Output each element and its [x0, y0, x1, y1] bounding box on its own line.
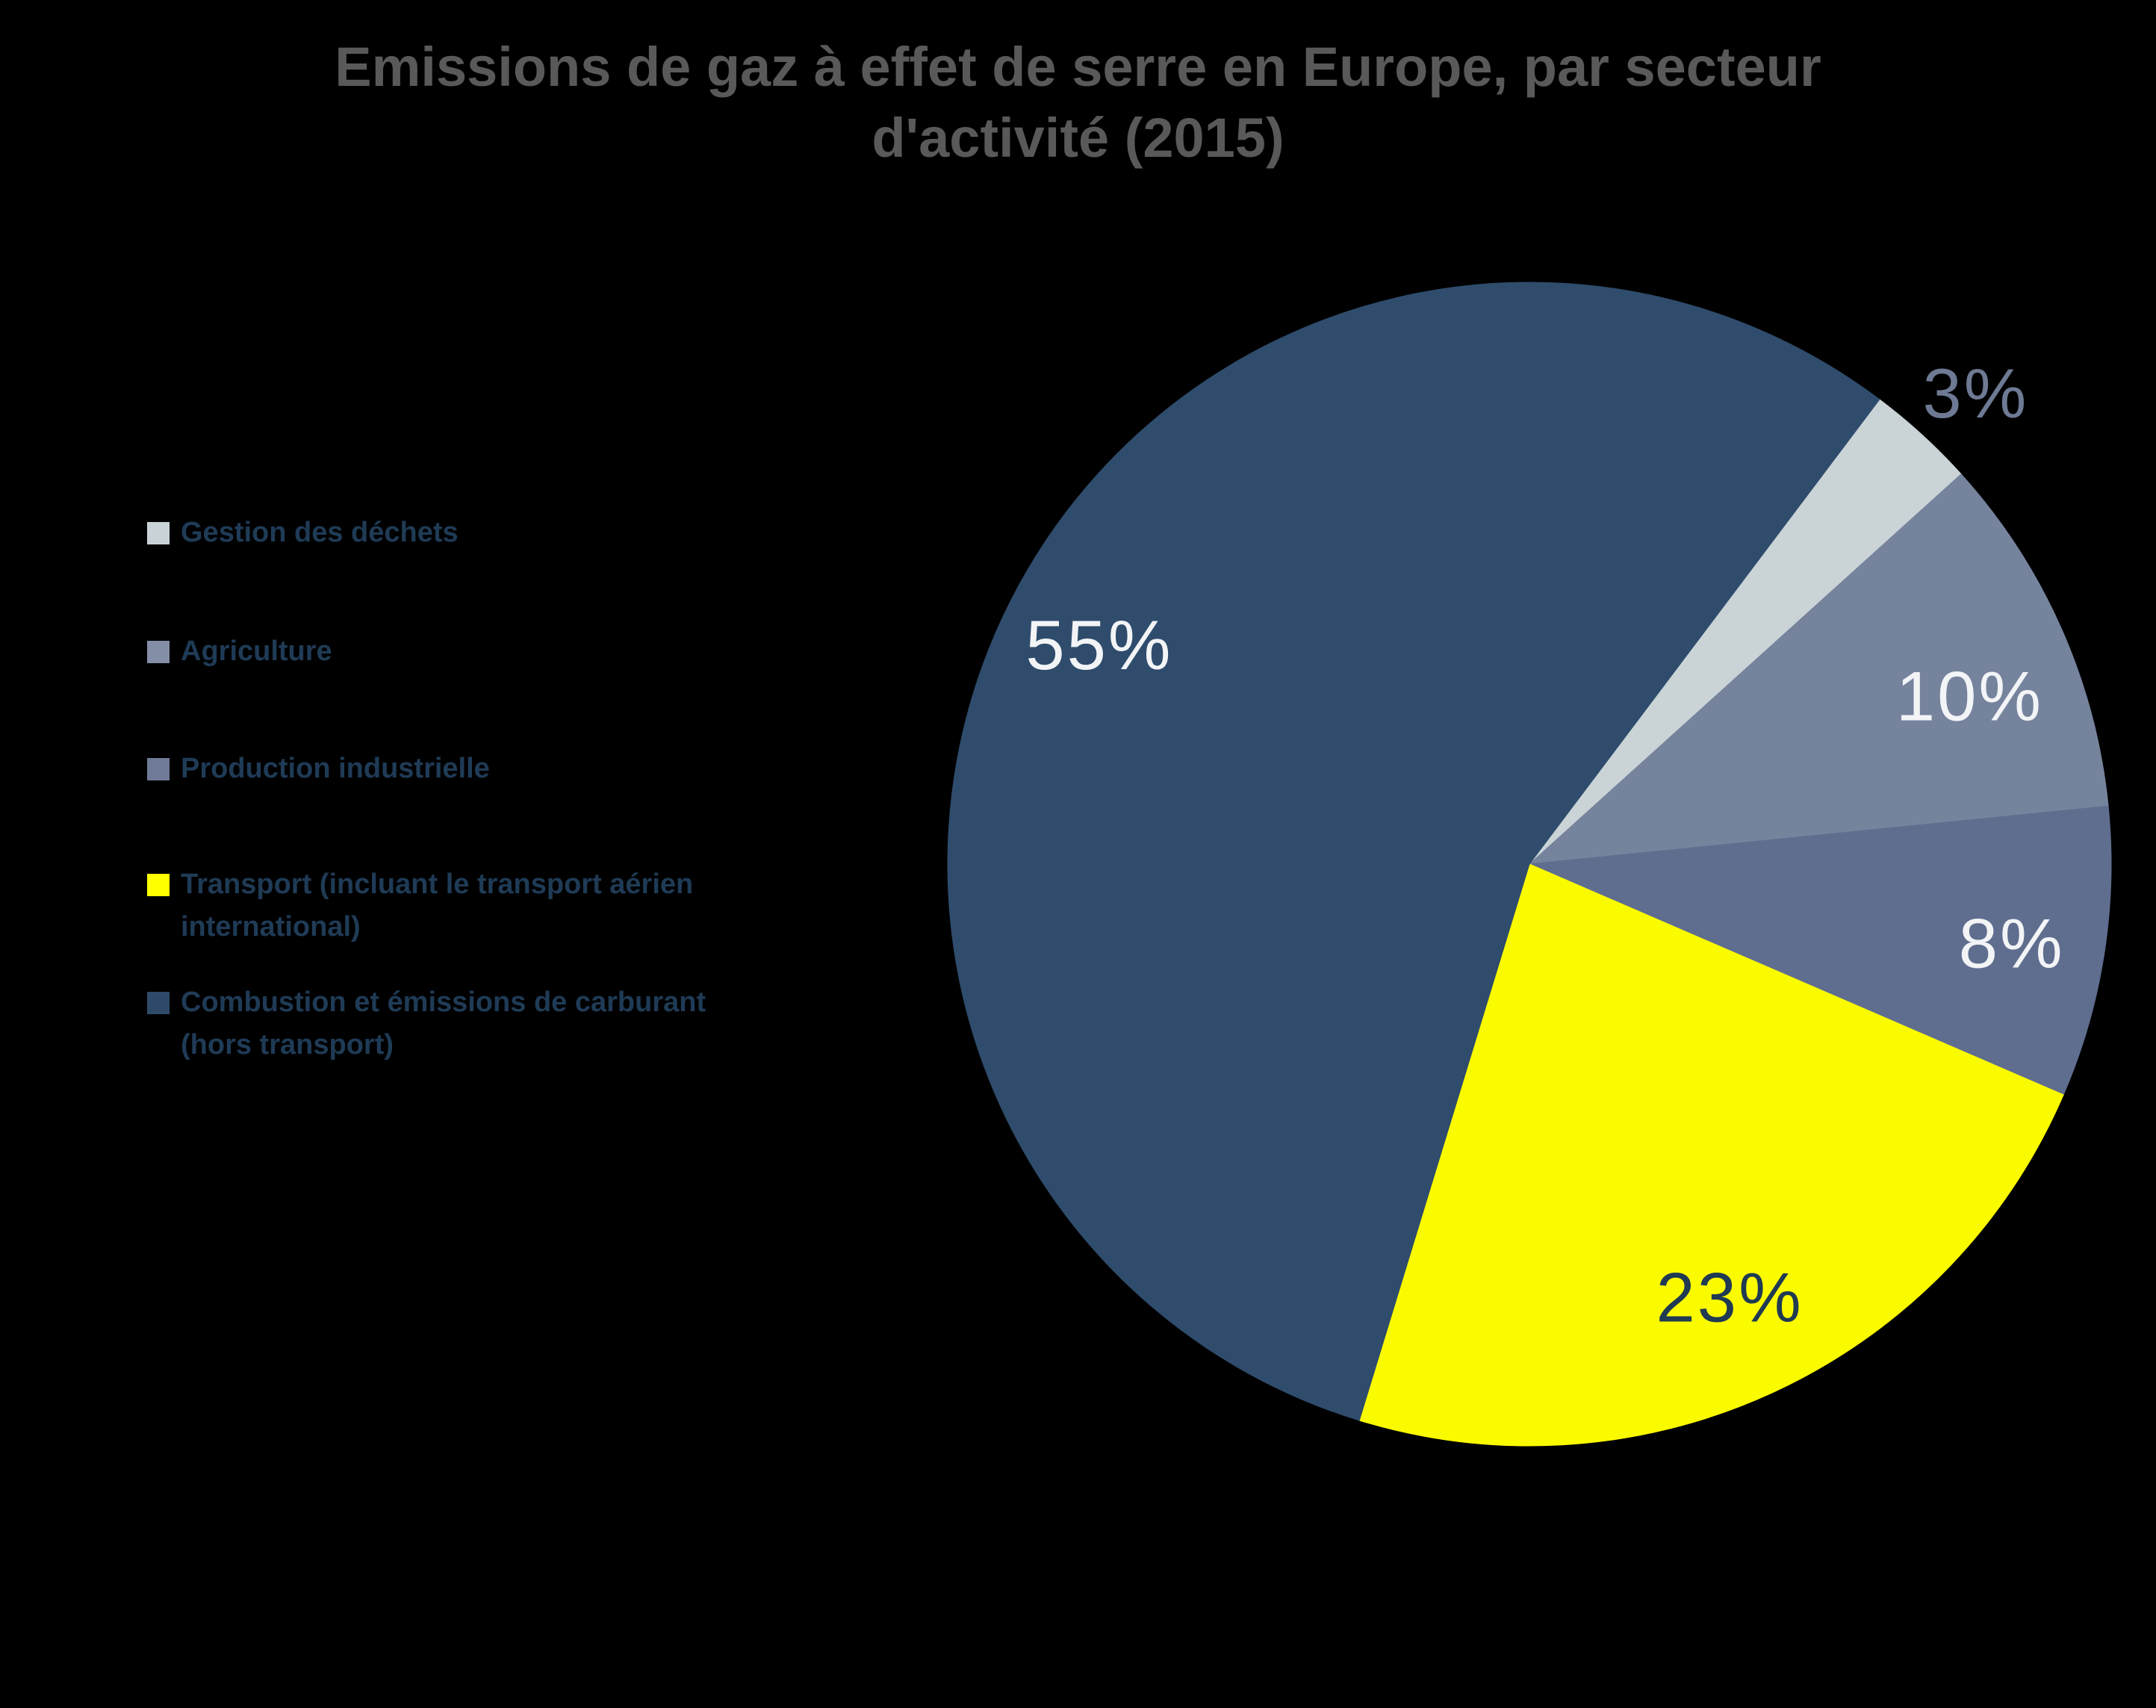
chart-title: Emissions de gaz à effet de serre en Eur…	[335, 36, 1821, 169]
pie-slice-3	[1528, 805, 2112, 1096]
pie-slice-label-3: 8%	[1959, 904, 2065, 983]
legend: Gestion des déchets Agriculture Producti…	[0, 0, 933, 1708]
legend-swatch-gestion-des-dechets	[147, 522, 170, 544]
legend-label: Transport (incluant le transport aérien …	[181, 869, 694, 942]
pie-slice-4	[1358, 863, 2064, 1447]
legend-item-agriculture: Agriculture	[147, 630, 901, 673]
legend-swatch-transport	[147, 874, 170, 896]
legend-label: Production industrielle	[181, 753, 490, 784]
legend-swatch-combustion	[147, 992, 170, 1014]
legend-item-transport: Transport (incluant le transport aérien …	[147, 863, 901, 948]
legend-label: Gestion des déchets	[181, 517, 459, 548]
legend-label: Combustion et émissions de carburant (ho…	[181, 987, 706, 1060]
pie-slice-label-1: 3%	[1922, 354, 2028, 432]
pie-slice-label-4: 23%	[1656, 1258, 1804, 1336]
pie-slice-5	[947, 282, 1880, 1421]
pie-slice-label-5: 55%	[1025, 606, 1172, 684]
legend-item-combustion: Combustion et émissions de carburant (ho…	[147, 981, 901, 1066]
legend-item-gestion-des-dechets: Gestion des déchets	[147, 512, 901, 554]
legend-swatch-agriculture	[147, 641, 170, 663]
pie-slice-2	[1528, 473, 2109, 865]
pie-slice-label-2: 10%	[1896, 656, 2043, 735]
legend-label: Agriculture	[181, 636, 332, 667]
legend-swatch-production-industrielle	[147, 758, 170, 780]
legend-item-production-industrielle: Production industrielle	[147, 748, 901, 790]
